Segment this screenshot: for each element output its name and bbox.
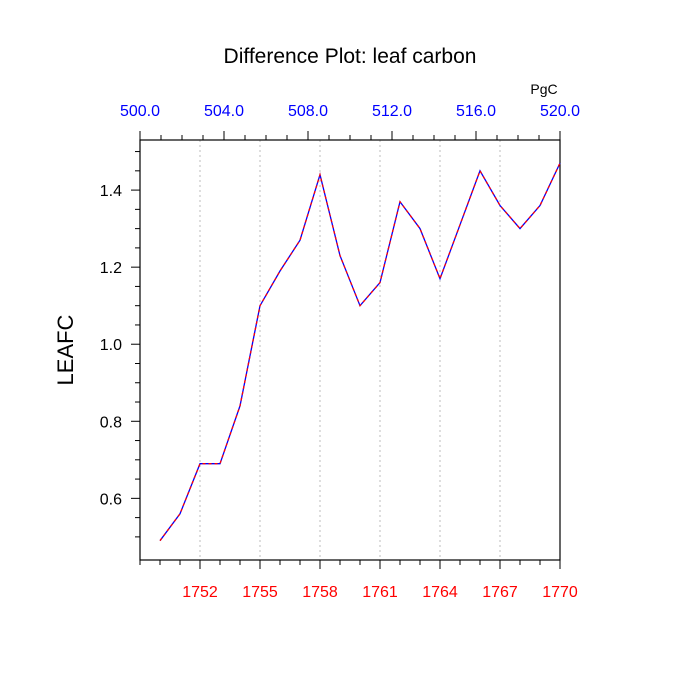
plot-border	[139, 139, 561, 561]
y-tick-label: 1.0	[100, 337, 122, 354]
axis-ticks	[131, 131, 561, 569]
x-tick-label: 1758	[302, 584, 338, 601]
top-tick-label: 512.0	[372, 103, 412, 120]
x-tick-label: 1764	[422, 584, 458, 601]
tick-labels: 1752 1755 1758 1761 1764 1767 1770 0.6 0.8 1.0 1.2…	[100, 103, 580, 601]
x-tick-label: 1770	[542, 584, 578, 601]
x-tick-label: 1755	[242, 584, 278, 601]
y-tick-label: 0.8	[100, 414, 122, 431]
x-tick-label: 1767	[482, 584, 518, 601]
x-tick-label: 1752	[182, 584, 218, 601]
y-tick-label: 0.6	[100, 491, 122, 508]
y-tick-label: 1.4	[100, 183, 122, 200]
top-tick-label: 508.0	[288, 103, 328, 120]
data-series	[159, 162, 561, 542]
top-axis-units: PgC	[530, 81, 557, 97]
y-axis-label: LEAFC	[53, 314, 78, 385]
plot-frame	[139, 139, 561, 561]
x-tick-label: 1761	[362, 584, 398, 601]
top-tick-label: 520.0	[540, 103, 580, 120]
chart-title: Difference Plot: leaf carbon	[224, 45, 477, 68]
series-line-red	[159, 162, 561, 542]
top-tick-label: 500.0	[120, 103, 160, 120]
top-tick-label: 504.0	[204, 103, 244, 120]
y-tick-label: 1.2	[100, 260, 122, 277]
top-tick-label: 516.0	[456, 103, 496, 120]
gridlines	[199, 140, 501, 560]
